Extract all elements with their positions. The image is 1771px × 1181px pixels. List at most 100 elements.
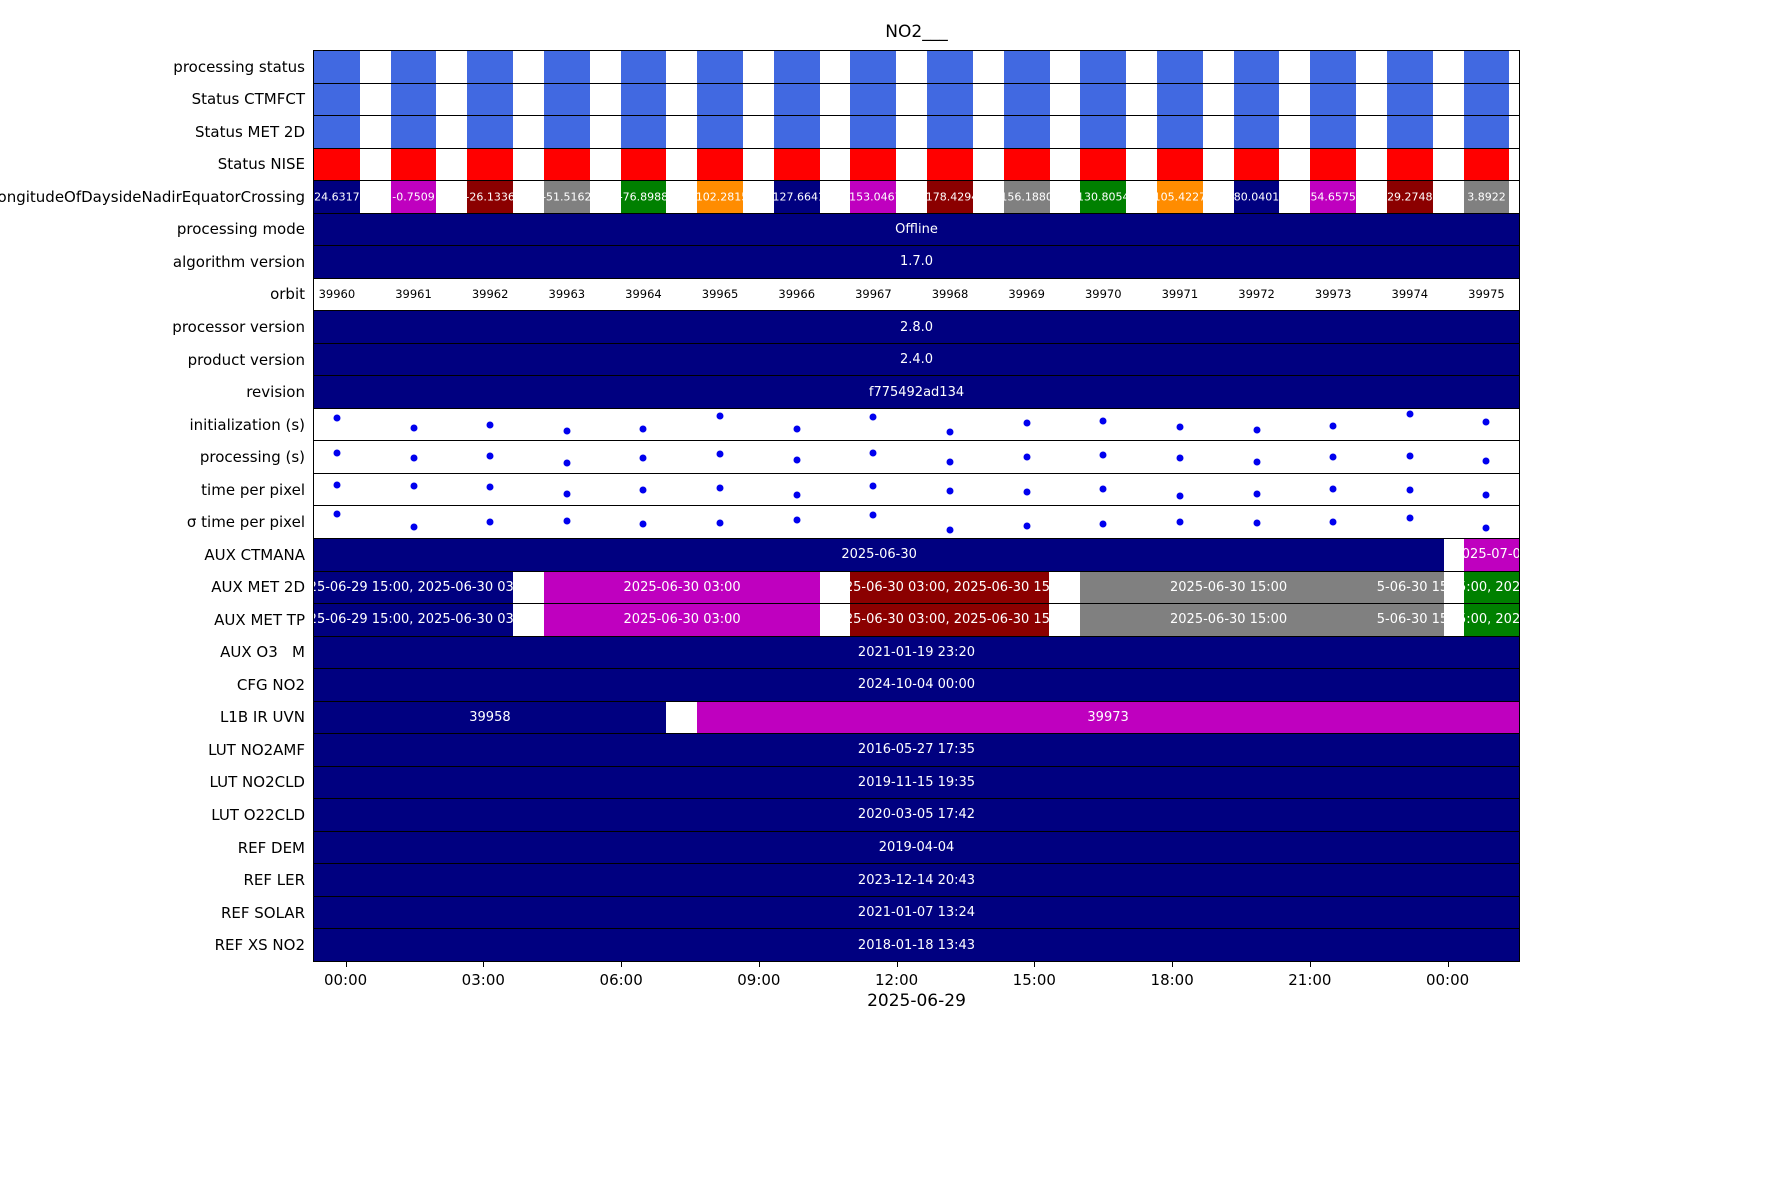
row-lut-o22cld: LUT O22CLD 2020-03-05 17:42	[211, 798, 1520, 832]
data-point	[869, 449, 877, 457]
status-block	[1233, 116, 1280, 148]
row-label: LUT O22CLD	[211, 805, 305, 824]
longitude-block	[390, 181, 437, 213]
orbit-number: 39969	[1008, 287, 1045, 302]
orbit-number: 39960	[318, 287, 356, 302]
axis-tick-label: 12:00	[874, 971, 919, 989]
status-block	[1386, 148, 1433, 181]
row-label: algorithm version	[172, 252, 305, 271]
data-point	[486, 483, 494, 491]
row-aux-met-tp: AUX MET TP 2025-06-29 15:00, 2025-06-30 0…	[214, 603, 1520, 637]
row-ref-solar: REF SOLAR 2021-01-07 13:24	[221, 895, 1520, 930]
data-point	[1176, 423, 1184, 431]
status-block	[1310, 116, 1357, 148]
row-label: processing (s)	[199, 448, 305, 467]
row-label: L1B IR UVN	[219, 708, 305, 727]
status-block	[314, 51, 360, 83]
longitude-value: -178.4294	[921, 190, 979, 204]
data-point	[946, 487, 954, 495]
orbit-number: 39972	[1238, 287, 1275, 302]
row-algorithm-version: algorithm version 1.7.0	[173, 245, 1520, 279]
data-point	[1099, 520, 1107, 528]
axis-tick-mark	[896, 962, 898, 967]
row-aux-met-2d: AUX MET 2D 2025-06-29 15:00, 2025-06-30 0…	[211, 570, 1520, 605]
value-bar: 2.4.0	[314, 343, 1519, 376]
row-track: 2.8.0	[314, 311, 1519, 343]
status-block	[1080, 83, 1127, 116]
data-point	[869, 413, 877, 421]
data-point	[1023, 453, 1031, 461]
row-label: AUX CTMANA	[204, 545, 305, 564]
axis-tick-mark	[758, 962, 760, 967]
longitude-block	[1310, 181, 1357, 213]
row-track: 2025-06-30 2025-07-01	[314, 538, 1519, 571]
longitude-block	[543, 181, 590, 213]
timeline-segment: 2025-06-30 03:00, 2025-06-30 15:00	[850, 604, 1050, 636]
status-block	[1463, 116, 1510, 148]
data-point	[563, 490, 571, 498]
row-label: REF SOLAR	[220, 903, 305, 922]
longitude-block	[1080, 181, 1127, 213]
data-point	[793, 425, 801, 433]
row-track: 2024-10-04 00:00	[314, 669, 1519, 701]
value-bar: 1.7.0	[314, 246, 1519, 278]
row-track: 2018-01-18 13:43	[314, 929, 1519, 961]
status-block	[697, 83, 743, 116]
timeline-segment: 2025-06-30 03:00	[544, 604, 821, 636]
longitude-block	[1233, 181, 1280, 213]
row-time-per-pixel: σ time per pixel	[187, 505, 1520, 539]
data-point	[1176, 454, 1184, 462]
status-block	[927, 51, 973, 83]
data-point	[1253, 458, 1261, 466]
data-point	[1406, 410, 1414, 418]
timeline-segment: 2025-07-01	[1463, 538, 1519, 571]
timeline-segment-text: 2025-06-29 15:00, 2025-06-30 03:00	[314, 579, 513, 595]
row-time-per-pixel: time per pixel	[201, 472, 1520, 507]
row-track: 24.6317 -0.7509 -26.1336 -51.5162 -76.8988 -1…	[314, 181, 1519, 213]
timeline-segment-text: 2025-06-29 15:00, 2025-06-30 03:00	[314, 612, 513, 628]
data-point	[563, 517, 571, 525]
data-point	[410, 482, 418, 490]
timeline-segment: 2025-06-29 15:00, 2025-06-30 03:00	[314, 604, 513, 636]
data-point	[1099, 451, 1107, 459]
row-orbit: orbit 39960 39961 39962 39963 39964 39965 39966…	[270, 277, 1520, 312]
longitude-block	[620, 181, 667, 213]
value-bar-text: 2.4.0	[899, 352, 934, 368]
timeline-segment-text: 2025-06-30 03:00	[623, 579, 741, 595]
axis-tick-label: 00:00	[323, 971, 368, 989]
row-label: AUX O3 M	[220, 643, 305, 662]
row-status-met-2d: Status MET 2D	[195, 115, 1520, 149]
longitude-block	[314, 181, 360, 213]
data-point	[563, 427, 571, 435]
data-point	[946, 458, 954, 466]
status-block	[1003, 148, 1050, 181]
longitude-value: -102.2815	[691, 190, 749, 204]
value-bar: 2024-10-04 00:00	[314, 669, 1519, 701]
status-block	[314, 116, 360, 148]
orbit-number: 39971	[1161, 287, 1199, 302]
status-block	[467, 51, 514, 83]
status-block	[1310, 83, 1357, 116]
axis-tick-label: 21:00	[1288, 971, 1332, 989]
orbit-number: 39964	[625, 287, 662, 302]
status-block	[1003, 116, 1050, 148]
row-label: Status CTMFCT	[191, 90, 305, 109]
status-block	[1003, 83, 1050, 116]
row-label: Status NISE	[217, 155, 305, 174]
status-block	[1386, 51, 1433, 83]
data-point	[716, 450, 724, 458]
longitude-block	[850, 181, 897, 213]
data-point	[1253, 519, 1261, 527]
plot-area: processing status Status CTMFCT Status MET…	[0, 50, 1520, 962]
orbit-number: 39962	[471, 287, 509, 302]
status-block	[850, 83, 897, 116]
status-block	[697, 116, 743, 148]
value-bar-text: 1.7.0	[899, 254, 934, 270]
timeline-segment-text: 2025-06-30 03:00	[623, 612, 741, 628]
value-bar-text: 2.8.0	[899, 319, 934, 335]
timeline-segment-text: 2025-06-30	[841, 547, 917, 563]
data-point	[1023, 522, 1031, 530]
axis-tick-mark	[483, 962, 485, 967]
row-track: f775492ad134	[314, 376, 1519, 408]
